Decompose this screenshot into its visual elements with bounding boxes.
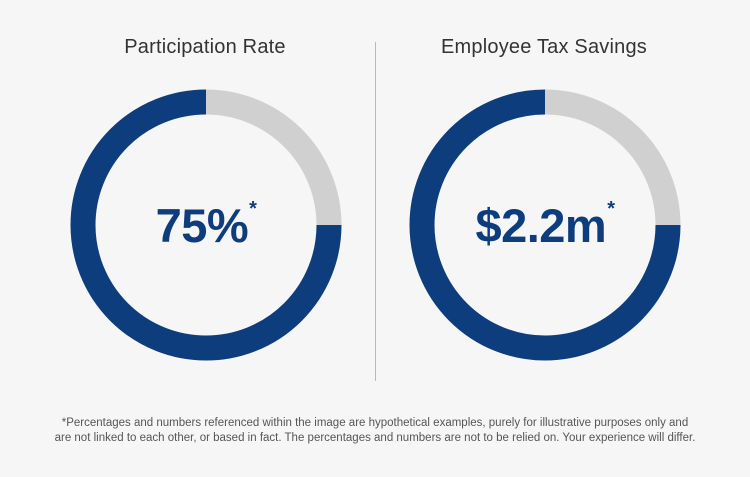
center-value: $2.2m * <box>409 89 681 361</box>
asterisk-marker: * <box>607 197 615 220</box>
vertical-divider <box>375 42 376 381</box>
donut-slice-filled <box>70 89 342 361</box>
center-value-text: $2.2m <box>475 198 607 252</box>
asterisk-marker: * <box>249 197 257 220</box>
donut-svg <box>409 89 681 361</box>
donut-slice-remainder <box>205 89 342 226</box>
center-value-text: 75% <box>155 198 249 252</box>
chart-title: Employee Tax Savings <box>441 36 647 58</box>
chart-title: Participation Rate <box>124 36 286 58</box>
disclaimer-footnote: *Percentages and numbers referenced with… <box>20 416 730 446</box>
footnote-line: are not linked to each other, or based i… <box>54 432 696 444</box>
participation-rate-panel: Participation Rate 75% * <box>40 0 370 380</box>
donut-slice-filled <box>409 89 681 361</box>
participation-rate-donut: 75% * <box>70 89 342 361</box>
center-value: 75% * <box>70 89 342 361</box>
employee-tax-savings-panel: Employee Tax Savings $2.2m * <box>379 0 709 380</box>
footnote-line: *Percentages and numbers referenced with… <box>61 417 689 429</box>
employee-tax-savings-donut: $2.2m * <box>409 89 681 361</box>
donut-svg <box>70 89 342 361</box>
donut-slice-remainder <box>544 89 681 226</box>
